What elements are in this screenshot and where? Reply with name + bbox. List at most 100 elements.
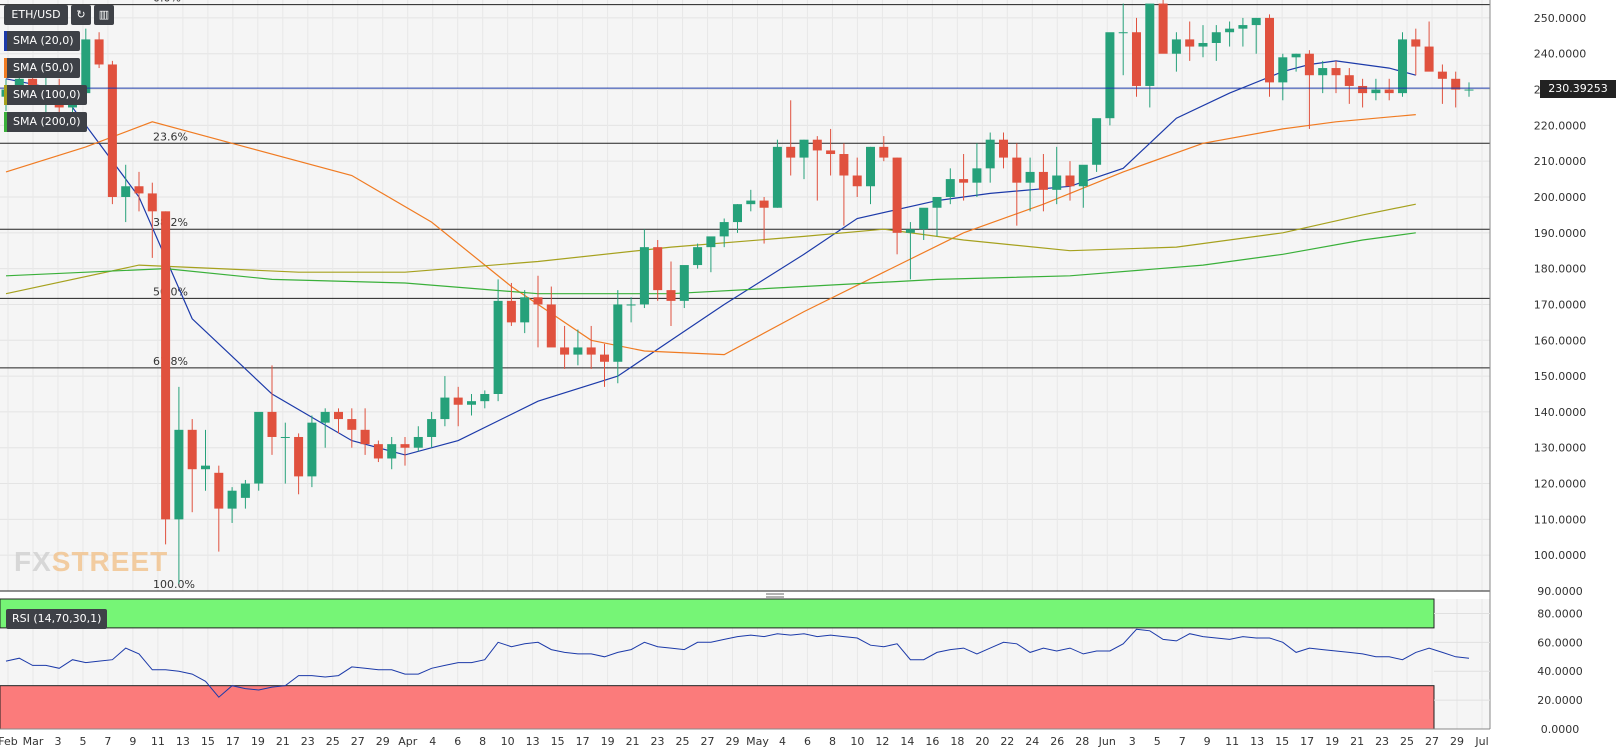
date-tick-label: 18 xyxy=(950,735,964,748)
date-tick-label: 3 xyxy=(1129,735,1136,748)
candlesticks xyxy=(1,0,1474,584)
candle xyxy=(94,32,104,69)
candle xyxy=(706,236,716,273)
date-tick-label: 17 xyxy=(576,735,590,748)
rsi-line xyxy=(5,628,1470,698)
candle xyxy=(892,157,902,255)
candle-body xyxy=(174,429,184,520)
candle-body xyxy=(107,64,117,198)
candle-body xyxy=(799,139,809,158)
candle xyxy=(1171,32,1181,72)
sma-50-tag[interactable]: SMA (50,0) xyxy=(4,58,80,78)
sma-line xyxy=(5,232,1416,295)
candle-body xyxy=(94,39,104,65)
candle-body xyxy=(1145,3,1155,86)
candle-body xyxy=(453,397,463,405)
date-axis: Feb Mar 3 5 7 9 11 13 15 17 19 21 23 25 27 29 Apr 4 6 8 10 13… xyxy=(0,728,1490,748)
candle-body xyxy=(1464,89,1474,91)
sma-200-tag[interactable]: SMA (200,0) xyxy=(4,112,87,132)
price-tick-label: 110.0000 xyxy=(1534,513,1587,526)
date-tick-label: 11 xyxy=(1225,735,1239,748)
candle-body xyxy=(201,465,210,470)
logo-street: STREET xyxy=(51,546,169,577)
date-tick-label: 19 xyxy=(1325,735,1339,748)
candle-body xyxy=(679,265,689,301)
candle xyxy=(1437,64,1447,104)
logo-fx: FX xyxy=(14,546,52,577)
candle-body xyxy=(706,236,716,248)
candle-body xyxy=(520,297,530,323)
panel-divider[interactable] xyxy=(766,593,784,598)
candle xyxy=(666,261,676,326)
date-tick-label: 22 xyxy=(1000,735,1014,748)
date-tick-label: 6 xyxy=(804,735,811,748)
candle-body xyxy=(1411,39,1421,47)
date-tick-label: 13 xyxy=(526,735,540,748)
candle-body xyxy=(121,186,131,197)
candle xyxy=(905,222,915,280)
candle xyxy=(520,290,530,334)
candle-body xyxy=(666,290,676,301)
candle-body xyxy=(1318,68,1328,76)
price-tick-label: 180.0000 xyxy=(1534,263,1587,276)
candle xyxy=(1411,28,1421,76)
candle xyxy=(812,136,822,201)
candle-body xyxy=(440,397,450,420)
sma-100-tag[interactable]: SMA (100,0) xyxy=(4,85,87,105)
candlestick-icon[interactable]: ▥ xyxy=(94,5,114,25)
candle xyxy=(746,189,756,212)
candle-body xyxy=(839,154,849,176)
current-price-label: 230.39253 xyxy=(1540,80,1616,98)
candle-body xyxy=(812,139,822,151)
date-tick-label: 10 xyxy=(850,735,864,748)
candle-body xyxy=(533,297,543,305)
date-tick-label: 21 xyxy=(626,735,640,748)
candle xyxy=(334,408,343,434)
sma-20-label: SMA (20,0) xyxy=(13,34,74,47)
candle-body xyxy=(1185,39,1195,47)
candle-body xyxy=(1065,175,1075,187)
candle xyxy=(1464,82,1474,97)
candle xyxy=(1025,157,1035,212)
candle xyxy=(480,390,490,409)
refresh-icon[interactable]: ↻ xyxy=(71,5,91,25)
rsi-tag[interactable]: RSI (14,70,30,1) xyxy=(6,609,108,629)
candle xyxy=(799,139,809,180)
candle-body xyxy=(746,200,756,205)
main-plot-background xyxy=(0,0,1490,591)
candle-body xyxy=(1078,164,1088,187)
price-tick-label: 190.0000 xyxy=(1534,227,1587,240)
candle-body xyxy=(227,490,237,509)
sma-20-tag[interactable]: SMA (20,0) xyxy=(4,31,80,51)
candle xyxy=(1304,50,1314,129)
candle-body xyxy=(586,347,596,355)
date-tick-label: 24 xyxy=(1025,735,1039,748)
candle-body xyxy=(1198,42,1208,47)
candle xyxy=(626,297,636,323)
candle xyxy=(639,229,649,309)
date-tick-label: 10 xyxy=(501,735,515,748)
date-tick-label: 17 xyxy=(1300,735,1314,748)
date-tick-label: 29 xyxy=(376,735,390,748)
symbol-button[interactable]: ETH/USD xyxy=(4,5,68,25)
candle xyxy=(945,168,955,205)
candle xyxy=(147,182,157,258)
candle xyxy=(826,128,836,176)
candle xyxy=(1118,3,1128,76)
date-tick-label: 26 xyxy=(1050,735,1064,748)
candle-body xyxy=(759,200,769,208)
candle xyxy=(600,343,609,387)
candle-body xyxy=(81,39,91,94)
rsi-tick-label: 0.0000 xyxy=(1541,723,1580,736)
candle xyxy=(693,243,703,269)
date-tick-label: 8 xyxy=(829,735,836,748)
candle xyxy=(174,386,184,584)
candle-body xyxy=(626,304,636,306)
candle-body xyxy=(1118,32,1128,34)
candle xyxy=(985,132,995,183)
candle xyxy=(387,436,397,470)
candle xyxy=(733,204,742,233)
candle xyxy=(759,197,769,244)
candle-body xyxy=(932,197,942,208)
